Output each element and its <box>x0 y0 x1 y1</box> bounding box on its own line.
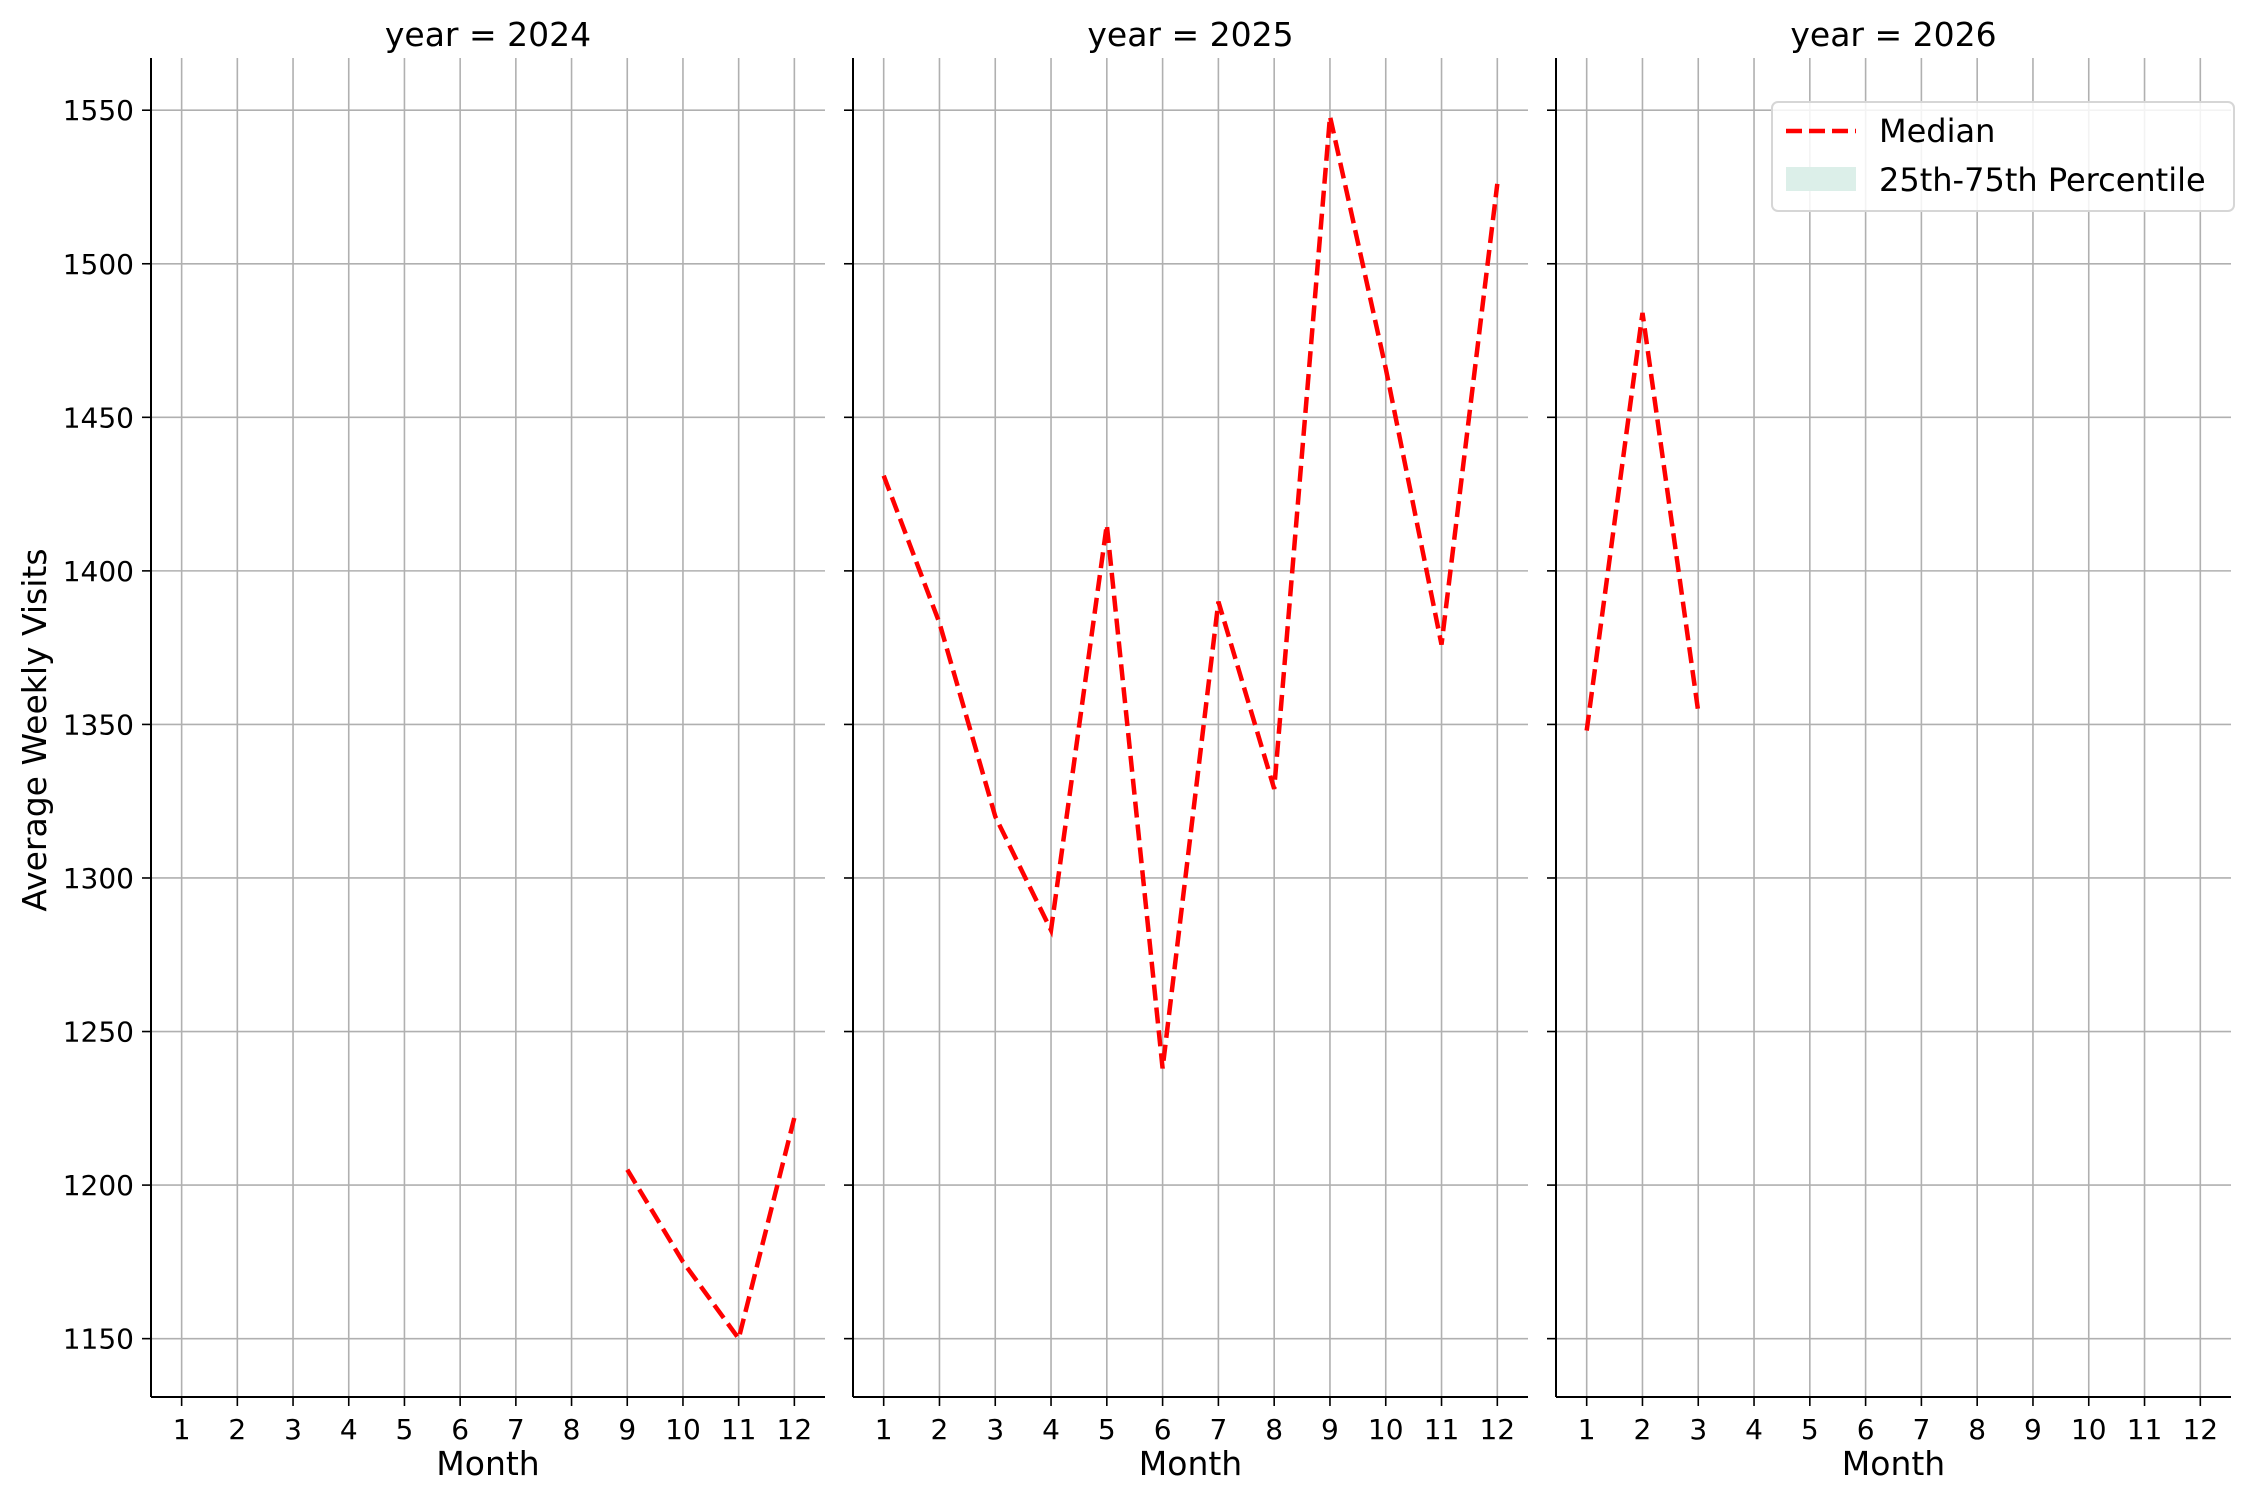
x-tick-label: 10 <box>665 1413 701 1446</box>
x-tick-label: 12 <box>777 1413 813 1446</box>
x-axis-label: Month <box>436 1444 539 1483</box>
x-tick-label: 7 <box>1912 1413 1930 1446</box>
x-tick-label: 8 <box>563 1413 581 1446</box>
x-tick-label: 2 <box>1634 1413 1652 1446</box>
legend: Median 25th-75th Percentile <box>1771 101 2235 212</box>
y-tick-label: 1500 <box>63 248 134 281</box>
x-tick-label: 11 <box>2127 1413 2163 1446</box>
y-axis-label: Average Weekly Visits <box>15 548 54 911</box>
x-tick-label: 6 <box>1154 1413 1172 1446</box>
y-tick-label: 1250 <box>63 1016 134 1049</box>
x-tick-label: 3 <box>1689 1413 1707 1446</box>
x-tick-label: 2 <box>931 1413 949 1446</box>
x-tick-label: 2 <box>228 1413 246 1446</box>
x-tick-label: 8 <box>1968 1413 1986 1446</box>
median-series-line <box>881 115 1500 1069</box>
y-tick-label: 1350 <box>63 708 134 741</box>
x-tick-label: 1 <box>1578 1413 1596 1446</box>
median-series-line <box>625 1116 797 1344</box>
median-series-line <box>1584 312 1701 731</box>
x-tick-label: 9 <box>1321 1413 1339 1446</box>
x-tick-label: 5 <box>396 1413 414 1446</box>
facet-title: year = 2024 <box>385 15 591 54</box>
x-tick-label: 8 <box>1265 1413 1283 1446</box>
facet-title: year = 2025 <box>1087 15 1293 54</box>
x-tick-label: 11 <box>1424 1413 1460 1446</box>
x-tick-label: 1 <box>173 1413 191 1446</box>
x-tick-label: 4 <box>1745 1413 1763 1446</box>
x-tick-label: 12 <box>2182 1413 2218 1446</box>
legend-frame <box>1771 101 2235 212</box>
x-tick-label: 12 <box>1479 1413 1515 1446</box>
x-tick-label: 4 <box>1042 1413 1060 1446</box>
x-axis-label: Month <box>1842 1444 1945 1483</box>
x-tick-label: 9 <box>618 1413 636 1446</box>
x-tick-label: 3 <box>284 1413 302 1446</box>
x-tick-label: 10 <box>2071 1413 2107 1446</box>
x-tick-label: 7 <box>507 1413 525 1446</box>
x-tick-label: 6 <box>1857 1413 1875 1446</box>
x-tick-label: 3 <box>986 1413 1004 1446</box>
x-tick-label: 11 <box>721 1413 757 1446</box>
y-tick-label: 1400 <box>63 555 134 588</box>
x-tick-label: 4 <box>340 1413 358 1446</box>
facet-title: year = 2026 <box>1790 15 1996 54</box>
y-tick-label: 1300 <box>63 862 134 895</box>
x-tick-label: 7 <box>1209 1413 1227 1446</box>
y-tick-label: 1150 <box>63 1323 134 1356</box>
y-tick-label: 1450 <box>63 401 134 434</box>
x-axis-label: Month <box>1139 1444 1242 1483</box>
y-tick-label: 1200 <box>63 1169 134 1202</box>
x-tick-label: 10 <box>1368 1413 1404 1446</box>
x-tick-label: 5 <box>1801 1413 1819 1446</box>
y-tick-label: 1550 <box>63 94 134 127</box>
legend-median-label: Median <box>1879 112 1995 150</box>
x-tick-label: 1 <box>875 1413 893 1446</box>
legend-percentile-label: 25th-75th Percentile <box>1879 161 2206 199</box>
x-tick-label: 5 <box>1098 1413 1116 1446</box>
x-tick-label: 9 <box>2024 1413 2042 1446</box>
legend-percentile-swatch <box>1786 167 1856 191</box>
x-tick-label: 6 <box>451 1413 469 1446</box>
